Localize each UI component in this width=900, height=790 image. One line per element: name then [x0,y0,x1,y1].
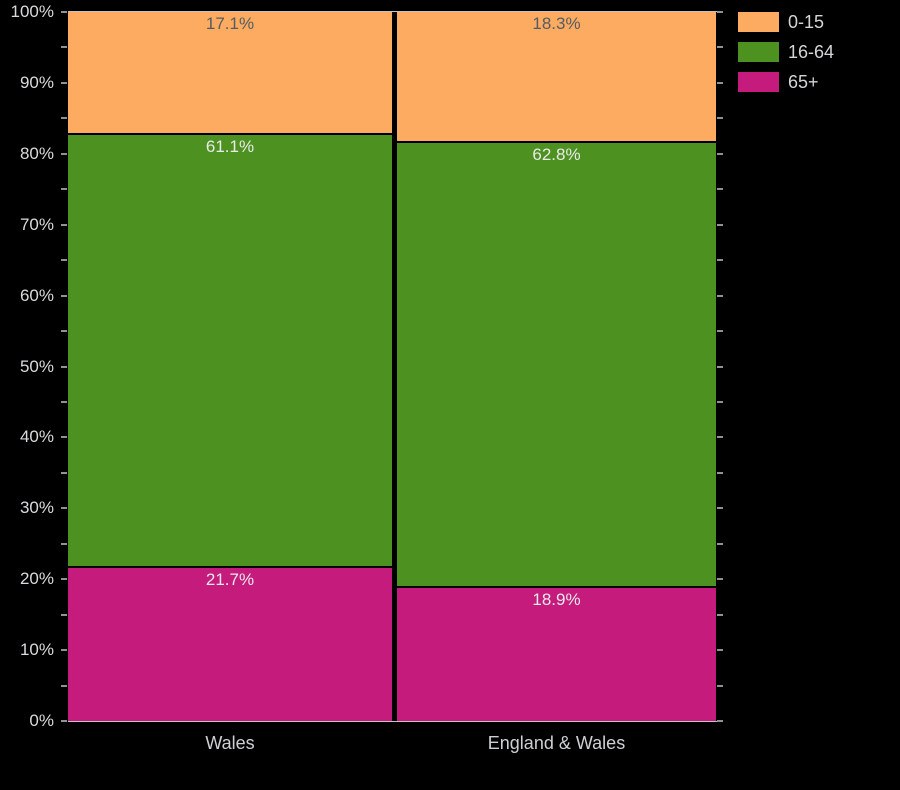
segment-value-label: 18.3% [532,14,581,33]
y-tick-left [61,188,67,191]
y-tick-left [61,294,67,297]
y-tick-right [717,684,723,687]
x-axis-line [68,721,717,722]
y-tick-right [717,259,723,262]
y-tick-right [717,330,723,333]
y-tick-left [61,117,67,120]
y-tick-right [717,294,723,297]
y-tick-right [717,649,723,652]
y-tick-left [61,365,67,368]
y-tick-left [61,471,67,474]
y-tick-left [61,259,67,262]
y-tick-right [717,81,723,84]
y-tick-right [717,400,723,403]
y-tick-right [717,578,723,581]
y-axis-label: 90% [19,72,54,92]
y-tick-right [717,365,723,368]
y-tick-left [61,542,67,545]
y-axis-label: 100% [10,2,54,21]
x-axis-label-england-wales: England & Wales [487,733,626,753]
y-tick-left [61,81,67,84]
y-tick-right [717,720,723,722]
legend-item-0-15[interactable]: 0-15 [738,12,834,32]
plot-area: 17.1% 61.1% 21.7% 18.3% 62.8% 18.9% [68,12,716,721]
bar-segment-16-64: 62.8% [397,141,716,586]
y-tick-left [61,436,67,439]
y-tick-left [61,684,67,687]
y-tick-left [61,720,67,722]
y-tick-left [61,507,67,510]
segment-value-label: 18.9% [532,589,581,609]
y-tick-left [61,613,67,616]
y-tick-right [717,152,723,155]
bar-segment-16-64: 61.1% [68,132,392,566]
y-tick-right [717,11,723,13]
y-axis-label: 40% [19,427,54,447]
bar-segment-0-15: 17.1% [68,12,392,133]
bar-column-wales: 17.1% 61.1% 21.7% [68,12,392,721]
y-axis-label: 80% [19,143,54,163]
y-tick-right [717,436,723,439]
legend-item-16-64[interactable]: 16-64 [738,42,834,62]
legend-label: 16-64 [788,42,835,62]
y-tick-right [717,507,723,510]
segment-value-label: 21.7% [205,569,255,589]
y-tick-left [61,11,67,13]
y-tick-left [61,46,67,49]
y-axis-label: 10% [19,640,54,660]
legend-item-65-[interactable]: 65+ [738,72,834,92]
bar-segment-0-15: 18.3% [397,12,716,142]
legend-swatch-icon [738,12,779,32]
plot-top-border-line [68,11,717,12]
legend-label: 0-15 [788,12,825,32]
legend: 0-15 16-64 65+ [738,12,834,102]
segment-value-label: 17.1% [205,14,255,33]
y-tick-right [717,223,723,226]
y-tick-left [61,400,67,403]
bar-segment-65-: 21.7% [68,565,392,721]
y-axis-label: 20% [19,569,54,589]
y-tick-right [717,613,723,616]
y-tick-right [717,117,723,120]
segment-value-label: 62.8% [532,145,581,165]
y-tick-right [717,188,723,191]
legend-swatch-icon [738,42,779,62]
y-axis-label: 0% [29,711,54,730]
y-tick-left [61,578,67,581]
y-axis-label: 60% [19,285,54,305]
x-axis-label-wales: Wales [205,733,255,753]
bar-column-england-wales: 18.3% 62.8% 18.9% [397,12,716,721]
y-axis-label: 50% [19,356,54,376]
legend-swatch-icon [738,72,779,92]
y-tick-left [61,649,67,652]
y-tick-left [61,152,67,155]
y-tick-right [717,471,723,474]
y-tick-right [717,542,723,545]
y-tick-left [61,330,67,333]
bar-segment-65-: 18.9% [397,585,716,721]
y-tick-right [717,46,723,49]
y-axis-label: 70% [19,214,54,234]
segment-value-label: 61.1% [205,136,255,156]
legend-label: 65+ [788,72,819,92]
y-tick-left [61,223,67,226]
y-axis-label: 30% [19,498,54,518]
